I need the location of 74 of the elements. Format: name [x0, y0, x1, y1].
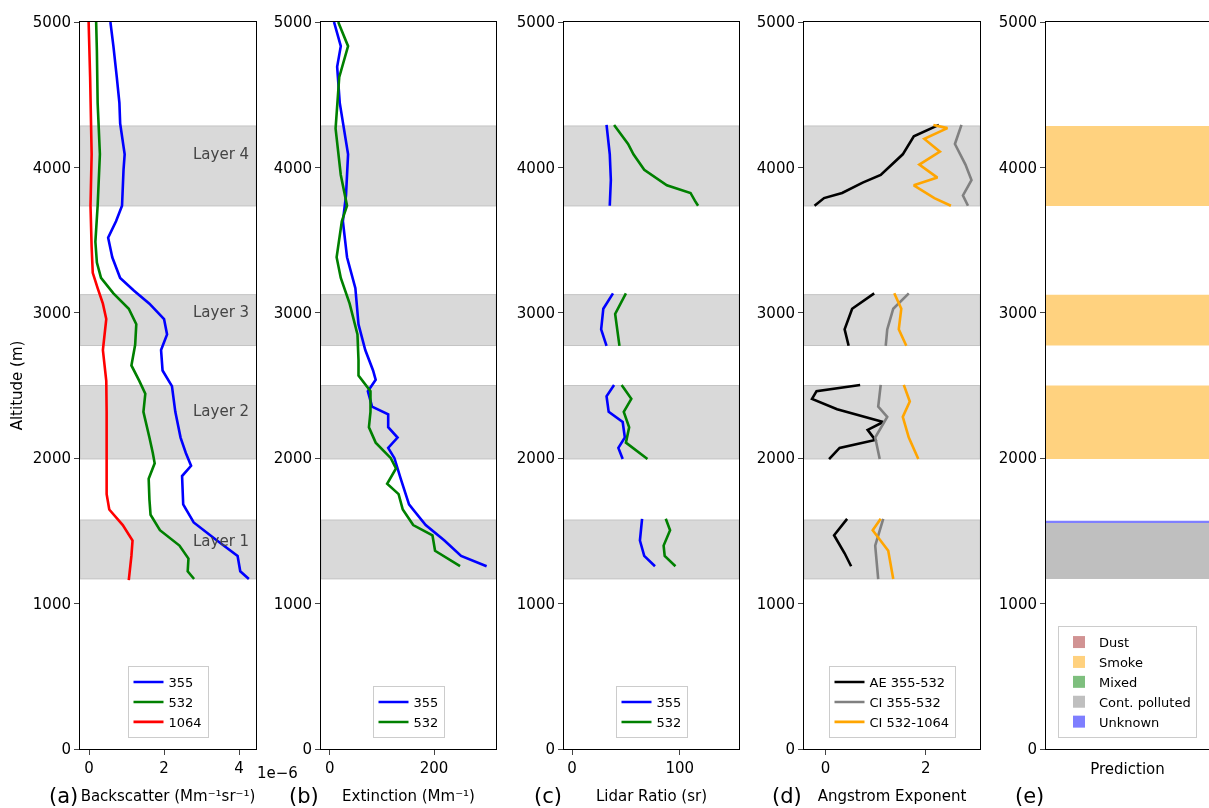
band-label: Layer 3 [193, 303, 250, 321]
text: 1e−6 [257, 764, 298, 782]
x-tick-label: 200 [419, 759, 449, 777]
x-tick-label: 0 [325, 759, 335, 777]
y-tick-label: 5000 [516, 13, 555, 32]
text: (e) [1015, 784, 1045, 808]
y-tick-label: 5000 [756, 13, 795, 32]
text: (d) [772, 784, 802, 808]
text: (b) [289, 784, 319, 808]
x-axis-title: Lidar Ratio (sr) [595, 787, 708, 805]
y-tick-label: 5000 [273, 13, 312, 32]
legend-label: 355 [656, 695, 682, 711]
legend-label: 355 [413, 695, 439, 711]
x-tick-label: 0 [820, 759, 831, 777]
y-tick-label: 2000 [756, 449, 795, 468]
band-label: Layer 2 [193, 402, 250, 420]
y-tick-label: 1000 [998, 594, 1037, 613]
bar [1046, 125, 1209, 206]
x-axis-title: Angstrom Exponent [817, 787, 967, 805]
y-tick-label: 5000 [998, 13, 1037, 32]
x-axis-title: Backscatter (Mm⁻¹sr⁻¹) [80, 787, 256, 805]
x-tick-label: 0 [567, 759, 577, 777]
legend-label: Dust [1099, 635, 1130, 651]
y-tick-label: 3000 [756, 304, 795, 323]
legend-label: AE 355-532 [869, 675, 946, 691]
y-tick-label: 4000 [756, 158, 795, 177]
y-tick-label: 2000 [273, 449, 312, 468]
y-tick-label: 3000 [516, 304, 555, 323]
y-tick-label: 4000 [998, 158, 1037, 177]
legend-label: Smoke [1099, 655, 1143, 671]
x-tick-label: 0 [84, 759, 94, 777]
legend-label: 532 [168, 695, 194, 711]
legend-label: CI 355-532 [869, 695, 941, 711]
x-axis-title: Extinction (Mm⁻¹) [342, 787, 475, 805]
y-tick-label: 1000 [516, 594, 555, 613]
y-tick-label: 0 [785, 740, 795, 759]
y-tick-label: 4000 [516, 158, 555, 177]
legend-label: 532 [656, 715, 682, 731]
x-tick-label: 2 [159, 759, 169, 777]
text: (a) [49, 784, 79, 808]
x-tick-label: 100 [665, 759, 695, 777]
legend-label: Cont. polluted [1099, 694, 1191, 710]
y-tick-label: 3000 [998, 304, 1037, 323]
y-tick-label: 1000 [273, 594, 312, 613]
legend-label: CI 532-1064 [869, 714, 950, 730]
y-tick-label: 3000 [273, 304, 312, 323]
legend-label: Unknown [1099, 714, 1160, 730]
bar [1046, 385, 1209, 459]
bar [1046, 520, 1209, 523]
y-tick-label: 0 [1027, 740, 1037, 759]
y-tick-label: 1000 [32, 594, 71, 613]
y-axis-title: Altitude (m) [8, 340, 27, 431]
x-axis-title: Prediction [1090, 760, 1165, 778]
legend-label: Mixed [1099, 674, 1138, 690]
y-tick-label: 5000 [32, 13, 71, 32]
bar [1046, 294, 1209, 346]
x-tick-label: 4 [234, 759, 244, 777]
band-label: Layer 4 [193, 145, 250, 163]
legend-label: 532 [413, 715, 439, 731]
y-tick-label: 2000 [32, 449, 71, 468]
y-tick-label: 2000 [998, 449, 1037, 468]
legend-label: 355 [168, 675, 194, 691]
legend-label: 1064 [168, 714, 202, 730]
y-tick-label: 0 [545, 740, 555, 759]
y-tick-label: 3000 [32, 304, 71, 323]
y-tick-label: 0 [302, 740, 312, 759]
text: (c) [534, 784, 562, 808]
y-tick-label: 0 [61, 740, 71, 759]
bar [1046, 522, 1209, 579]
y-tick-label: 1000 [756, 594, 795, 613]
y-tick-label: 2000 [516, 449, 555, 468]
y-tick-label: 4000 [273, 158, 312, 177]
y-tick-label: 4000 [32, 158, 71, 177]
x-tick-label: 2 [921, 759, 931, 777]
